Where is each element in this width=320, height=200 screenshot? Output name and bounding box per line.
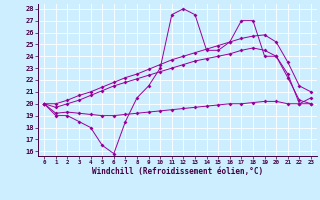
- X-axis label: Windchill (Refroidissement éolien,°C): Windchill (Refroidissement éolien,°C): [92, 167, 263, 176]
